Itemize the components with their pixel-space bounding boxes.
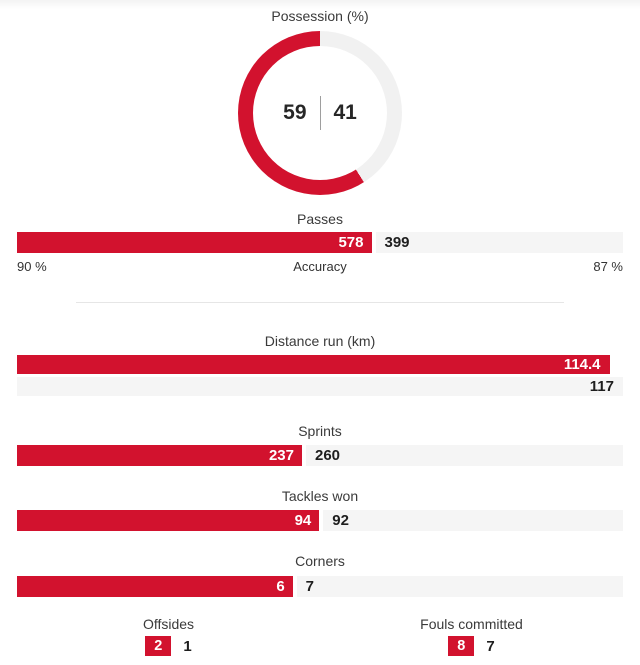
- passes-accuracy-row: 90 % Accuracy 87 %: [17, 259, 623, 274]
- passes-title: Passes: [297, 211, 343, 227]
- corners-away-value: 7: [305, 578, 314, 595]
- possession-center: 59 41: [238, 31, 402, 195]
- offsides-values: 2 1: [17, 636, 320, 656]
- tackles-away-value: 92: [332, 512, 349, 529]
- fouls-title: Fouls committed: [420, 616, 523, 632]
- sprints-home-fill: 237: [17, 445, 306, 466]
- section-tackles-won: Tackles won 94 92: [17, 488, 623, 531]
- sprints-title: Sprints: [298, 423, 342, 439]
- section-corners: Corners 6 7: [17, 553, 623, 597]
- possession-center-divider: [319, 96, 321, 130]
- tackles-bar: 94 92: [17, 510, 623, 531]
- fouls-away-value: 7: [486, 637, 495, 655]
- corners-title: Corners: [295, 553, 345, 569]
- section-passes: Passes 578 399 90 % Accuracy 87 %: [17, 211, 623, 274]
- section-divider: [76, 302, 564, 303]
- passes-home-fill: 578: [17, 232, 376, 253]
- fouls-home-value: 8: [448, 636, 475, 656]
- possession-away-value: 41: [333, 101, 357, 124]
- offsides-away-value: 1: [183, 637, 192, 655]
- distance-away-bar: 117: [17, 377, 623, 396]
- sprints-bar: 237 260: [17, 445, 623, 466]
- distance-home-bar: 114.4: [17, 355, 610, 374]
- passes-away-value: 399: [384, 234, 410, 251]
- passes-accuracy-label: Accuracy: [293, 259, 347, 274]
- sprints-home-value: 237: [268, 447, 294, 464]
- corners-home-value: 6: [276, 578, 285, 595]
- offsides-title: Offsides: [142, 616, 195, 632]
- passes-home-value: 578: [338, 234, 364, 251]
- possession-home-value: 59: [283, 101, 307, 124]
- section-sprints: Sprints 237 260: [17, 423, 623, 466]
- passes-home-accuracy: 90 %: [17, 259, 47, 274]
- section-offsides: Offsides 2 1: [17, 616, 320, 656]
- sprints-away-value: 260: [315, 447, 341, 464]
- possession-title: Possession (%): [271, 8, 369, 24]
- passes-away-accuracy: 87 %: [593, 259, 623, 274]
- section-fouls-committed: Fouls committed 8 7: [320, 616, 623, 656]
- corners-home-fill: 6: [17, 576, 297, 597]
- tackles-home-value: 94: [294, 512, 312, 529]
- distance-home-value: 114.4: [563, 356, 601, 373]
- corners-bar: 6 7: [17, 576, 623, 597]
- fouls-values: 8 7: [320, 636, 623, 656]
- tackles-home-fill: 94: [17, 510, 324, 531]
- tackles-title: Tackles won: [281, 488, 359, 504]
- passes-bar: 578 399: [17, 232, 623, 253]
- offsides-home-value: 2: [145, 636, 172, 656]
- distance-title: Distance run (km): [264, 333, 376, 349]
- section-distance-run: Distance run (km) 114.4 117: [17, 333, 623, 396]
- distance-away-value: 117: [589, 378, 614, 395]
- section-possession: Possession (%) 59 41: [17, 0, 623, 195]
- bottom-stats-row: Offsides 2 1 Fouls committed 8 7: [17, 616, 623, 656]
- possession-donut: 59 41: [238, 31, 402, 195]
